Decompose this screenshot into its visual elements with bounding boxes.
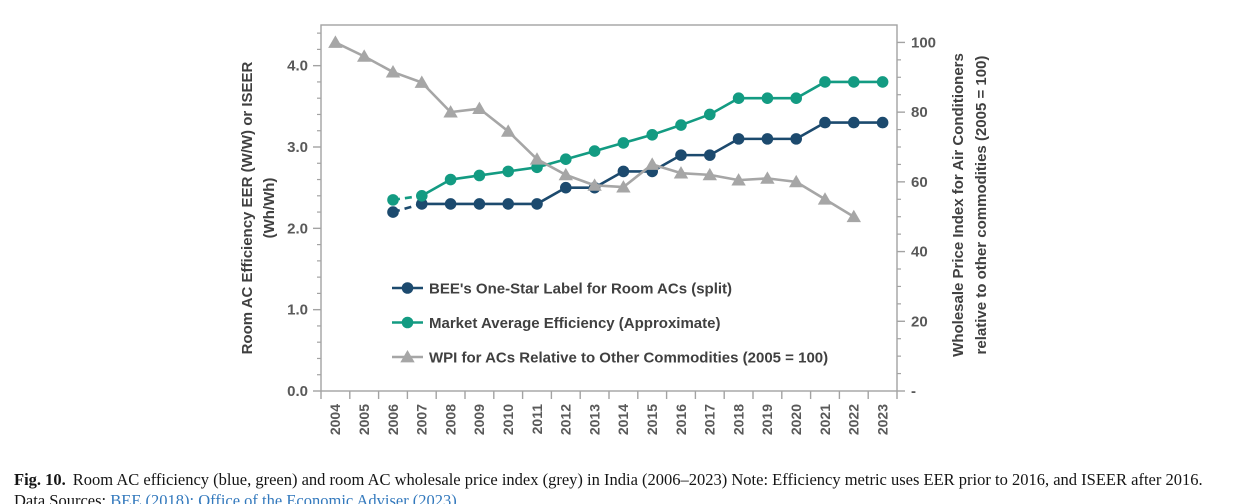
series-1 [387,76,889,206]
right-tick-label: 40 [911,244,928,261]
right-tick-label: 20 [911,313,928,330]
right-tick-label: 60 [911,174,928,191]
x-tick-label: 2018 [730,404,746,435]
left-tick-label: 2.0 [287,220,308,237]
left-tick-label: 0.0 [287,383,308,400]
figure-caption: Fig. 10. Room AC efficiency (blue, green)… [14,469,1230,504]
x-tick-label: 2005 [356,404,372,435]
x-tick-label: 2011 [529,404,545,435]
right-tick-label: 80 [911,104,928,121]
legend-label: WPI for ACs Relative to Other Commoditie… [429,350,828,367]
legend: BEE's One-Star Label for Room ACs (split… [392,281,828,367]
x-tick-label: 2021 [817,404,833,435]
x-tick-label: 2009 [471,404,487,435]
right-axis: - 20 40 60 80 100 Wholesale Price Index for Ai… [897,34,990,400]
x-tick-label: 2022 [846,404,862,435]
x-tick-label: 2008 [442,404,458,435]
left-axis-title-line2: (Wh/Wh) [261,178,278,239]
right-tick-label: 100 [911,34,936,51]
caption-text: Room AC efficiency (blue, green) and roo… [14,469,1203,504]
right-axis-title-line1: Wholesale Price Index for Air Conditione… [950,53,967,357]
x-tick-label: 2019 [759,404,775,435]
legend-label: BEE's One-Star Label for Room ACs (split… [429,281,732,298]
x-tick-label: 2014 [615,404,631,435]
figure-number-label: Fig. 10. [14,469,66,489]
x-tick-label: 2017 [702,404,718,435]
x-axis: 2004 2005 2006 2007 2008 2009 2010 2011 2012 2013… [320,391,898,435]
x-tick-label: 2012 [558,404,574,435]
x-tick-label: 2013 [586,404,602,435]
left-tick-label: 1.0 [287,302,308,319]
left-tick-label: 3.0 [287,139,308,156]
legend-label: Market Average Efficiency (Approximate) [429,315,720,332]
series-0 [387,116,889,218]
right-tick-label: - [911,383,916,400]
efficiency-wpi-line-chart: 0.0 1.0 2.0 3.0 4.0 Room AC Efficiency EER (W… [239,24,990,435]
x-tick-label: 2006 [385,404,401,435]
left-axis-title-line1: Room AC Efficiency EER (W/W) or ISEER [239,61,256,354]
series-2 [328,35,861,223]
right-axis-title-line2: relative to other commodities (2005 = 10… [973,56,990,355]
x-tick-label: 2020 [788,404,804,435]
x-tick-label: 2023 [874,404,890,435]
x-tick-label: 2010 [500,404,516,435]
x-tick-label: 2007 [414,404,430,435]
x-tick-label: 2004 [327,404,343,435]
legend-item-0: BEE's One-Star Label for Room ACs (split… [392,281,732,298]
x-tick-label: 2015 [644,404,660,435]
left-axis: 0.0 1.0 2.0 3.0 4.0 Room AC Efficiency EER (W… [239,32,321,400]
legend-item-2: WPI for ACs Relative to Other Commoditie… [392,350,828,367]
x-tick-label: 2016 [673,404,689,435]
chart-svg: 0.0 1.0 2.0 3.0 4.0 Room AC Efficiency EER (W… [239,24,990,435]
legend-item-1: Market Average Efficiency (Approximate) [392,315,720,332]
caption-data-sources-link[interactable]: BEE (2018); Office of the Economic Advis… [110,491,461,504]
left-tick-label: 4.0 [287,58,308,75]
